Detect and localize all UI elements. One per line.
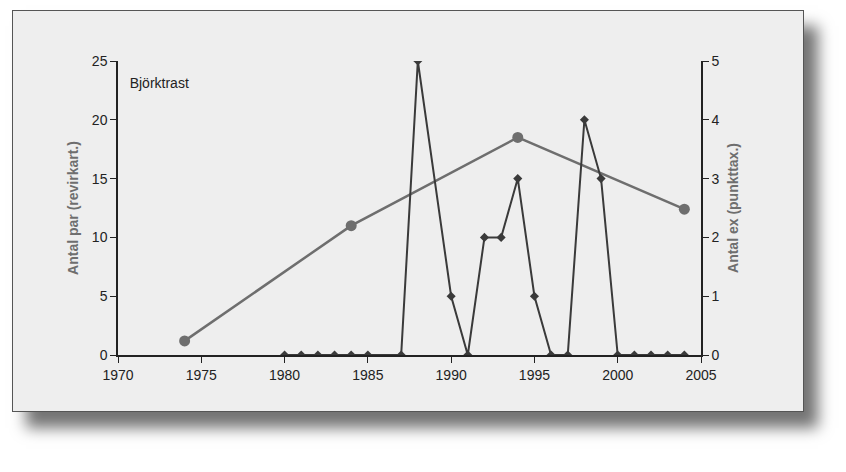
svg-text:1970: 1970 [102, 367, 133, 383]
svg-text:5: 5 [100, 288, 108, 304]
svg-text:Antal par (revirkart.): Antal par (revirkart.) [65, 141, 81, 275]
svg-text:3: 3 [712, 171, 720, 187]
svg-text:20: 20 [92, 112, 108, 128]
svg-text:1: 1 [712, 288, 720, 304]
svg-text:0: 0 [712, 347, 720, 363]
svg-text:15: 15 [92, 171, 108, 187]
svg-text:1995: 1995 [519, 367, 550, 383]
svg-text:1985: 1985 [352, 367, 383, 383]
svg-text:4: 4 [712, 112, 720, 128]
svg-text:2000: 2000 [602, 367, 633, 383]
svg-text:Antal ex (punkttax.): Antal ex (punkttax.) [725, 143, 741, 273]
svg-text:1980: 1980 [269, 367, 300, 383]
svg-text:1990: 1990 [436, 367, 467, 383]
svg-text:10: 10 [92, 229, 108, 245]
svg-text:2005: 2005 [685, 367, 716, 383]
svg-text:0: 0 [100, 347, 108, 363]
svg-text:2: 2 [712, 229, 720, 245]
svg-text:5: 5 [712, 53, 720, 69]
svg-text:1975: 1975 [186, 367, 217, 383]
svg-text:25: 25 [92, 53, 108, 69]
svg-text:Björktrast: Björktrast [130, 75, 189, 91]
